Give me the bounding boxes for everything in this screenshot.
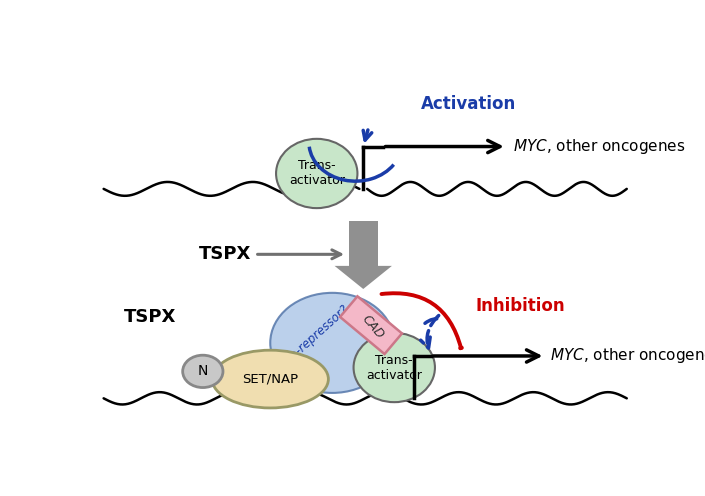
- Polygon shape: [340, 296, 402, 354]
- Text: $\it{MYC}$, other oncogenes: $\it{MYC}$, other oncogenes: [513, 137, 685, 156]
- Text: TSPX: TSPX: [124, 309, 176, 326]
- Text: $\it{MYC}$, other oncogenes$\downarrow$: $\it{MYC}$, other oncogenes$\downarrow$: [550, 347, 705, 366]
- Ellipse shape: [354, 333, 435, 402]
- Text: TSPX: TSPX: [199, 246, 251, 263]
- Text: SET/NAP: SET/NAP: [243, 372, 298, 385]
- Ellipse shape: [270, 293, 394, 393]
- Text: Trans-
activator: Trans- activator: [367, 354, 422, 381]
- Text: CAD: CAD: [359, 312, 386, 341]
- Text: Co-repressor?: Co-repressor?: [282, 303, 352, 368]
- Text: Activation: Activation: [422, 95, 517, 113]
- Ellipse shape: [183, 355, 223, 387]
- Polygon shape: [335, 266, 392, 289]
- Text: Trans-
activator: Trans- activator: [289, 160, 345, 187]
- Text: Inhibition: Inhibition: [476, 297, 565, 315]
- FancyArrowPatch shape: [381, 293, 462, 348]
- Text: N: N: [197, 365, 208, 378]
- Bar: [348, 221, 378, 266]
- Ellipse shape: [212, 350, 329, 408]
- Ellipse shape: [276, 139, 357, 208]
